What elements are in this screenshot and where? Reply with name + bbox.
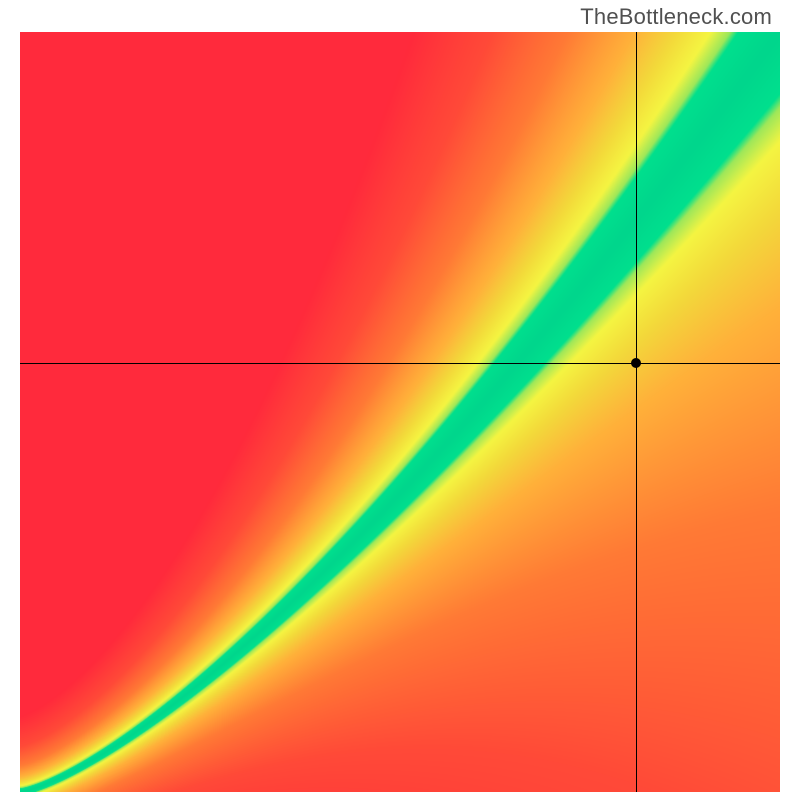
crosshair-vertical (636, 32, 637, 792)
bottleneck-heatmap (20, 32, 780, 792)
crosshair-marker (631, 358, 641, 368)
heatmap-canvas (20, 32, 780, 792)
watermark-text: TheBottleneck.com (580, 4, 772, 30)
crosshair-horizontal (20, 363, 780, 364)
